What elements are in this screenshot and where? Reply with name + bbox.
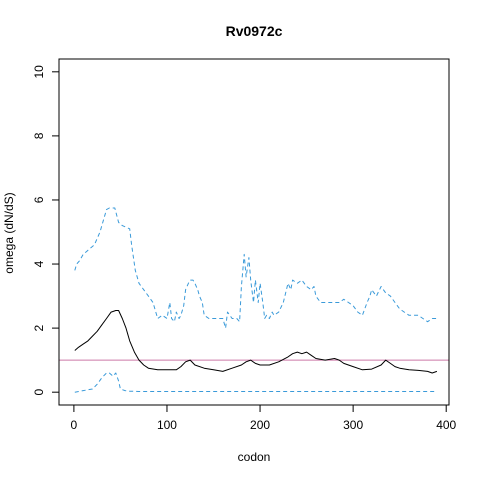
- y-axis-label: omega (dN/dS): [2, 192, 16, 273]
- y-tick-label: 4: [32, 260, 46, 267]
- x-tick-label: 300: [343, 418, 363, 432]
- x-tick-label: 0: [71, 418, 78, 432]
- x-tick-label: 100: [157, 418, 177, 432]
- chart-title: Rv0972c: [226, 23, 283, 39]
- series-line-3: [74, 372, 437, 393]
- x-axis-label: codon: [238, 450, 271, 464]
- plot-frame: [58, 58, 450, 406]
- axis-ticks: 0 100 200 300 400 0 2 4 6 8 10: [32, 65, 457, 432]
- y-tick-label: 2: [32, 324, 46, 331]
- x-tick-label: 200: [250, 418, 270, 432]
- y-tick-label: 10: [32, 65, 46, 79]
- x-tick-label: 400: [436, 418, 456, 432]
- series-line-2: [74, 207, 437, 329]
- y-tick-label: 8: [32, 132, 46, 139]
- y-tick-label: 0: [32, 389, 46, 396]
- y-tick-label: 6: [32, 196, 46, 203]
- series-group: [74, 207, 438, 393]
- series-line-1: [74, 310, 438, 374]
